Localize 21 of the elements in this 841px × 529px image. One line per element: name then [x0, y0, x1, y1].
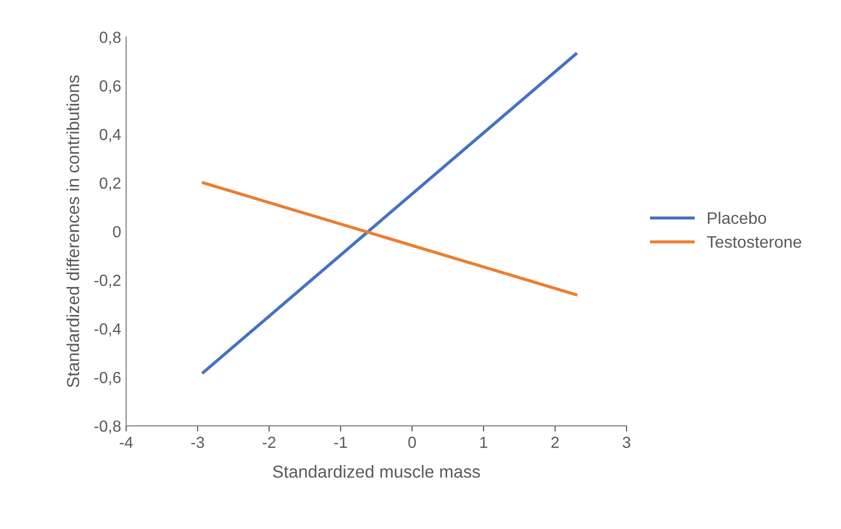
x-tick-label: -2 — [262, 436, 276, 448]
y-tick-label: -0,4 — [94, 323, 121, 336]
y-axis-title: Standardized differences in contributions — [66, 75, 80, 388]
y-tick-label: 0,8 — [100, 32, 121, 45]
y-tick-label: -0,6 — [94, 372, 121, 386]
y-tick-label: 0,2 — [100, 177, 120, 191]
legend-label: Placebo — [708, 212, 766, 224]
x-tick-label: 1 — [480, 436, 488, 448]
y-tick-label: -0,2 — [94, 274, 120, 288]
y-tick-label: 0,4 — [100, 128, 121, 142]
x-tick-label: -4 — [120, 436, 133, 448]
x-tick-label: 3 — [622, 436, 630, 448]
y-tick-label: 0,6 — [100, 80, 121, 94]
x-tick-label: -1 — [334, 436, 347, 448]
x-tick-label: 2 — [551, 436, 559, 448]
y-tick-label: 0 — [113, 226, 121, 238]
x-tick-label: -3 — [191, 436, 204, 448]
legend-label: Testosterone — [706, 236, 802, 248]
x-axis-title: Standardized muscle mass — [272, 465, 480, 478]
y-tick-label: -0,8 — [94, 420, 121, 434]
x-tick-label: 0 — [408, 436, 416, 448]
